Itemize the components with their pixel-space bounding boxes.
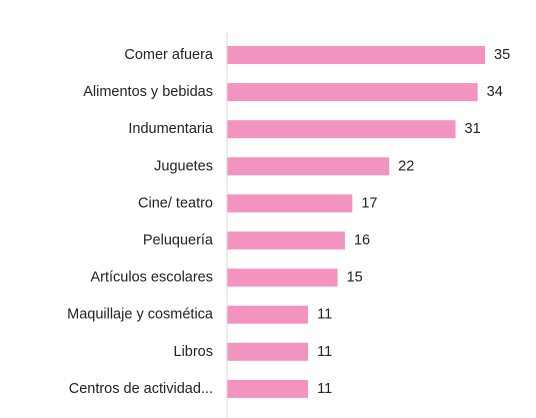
category-label: Cine/ teatro <box>138 195 213 211</box>
category-label: Alimentos y bebidas <box>83 84 213 100</box>
category-label: Maquillaje y cosmética <box>67 307 214 323</box>
category-label: Juguetes <box>154 158 213 174</box>
bar <box>227 268 338 287</box>
category-label: Peluquería <box>143 233 214 249</box>
category-label: Comer afuera <box>124 47 214 63</box>
bar <box>227 379 309 398</box>
data-label: 11 <box>317 381 332 397</box>
bar <box>227 231 345 250</box>
data-label: 31 <box>465 121 481 137</box>
bar <box>227 342 309 361</box>
category-label: Centros de actividad... <box>69 381 213 397</box>
bar <box>227 157 390 176</box>
bar <box>227 46 485 64</box>
bar <box>227 120 456 139</box>
data-label: 17 <box>361 195 377 211</box>
data-label: 11 <box>317 307 332 323</box>
bar <box>227 194 353 213</box>
category-label: Indumentaria <box>128 121 214 137</box>
category-label: Artículos escolares <box>91 270 214 286</box>
data-label: 34 <box>487 84 503 100</box>
data-label: 15 <box>347 270 363 286</box>
data-label: 35 <box>494 47 510 63</box>
bar <box>227 83 478 102</box>
data-label: 11 <box>317 344 332 360</box>
category-label: Libros <box>174 344 214 360</box>
bar <box>227 305 309 324</box>
data-label: 16 <box>354 233 370 249</box>
data-label: 22 <box>398 158 414 174</box>
bars-group: Comer afuera 35 Alimentos y bebidas 34 Indum… <box>67 46 510 398</box>
